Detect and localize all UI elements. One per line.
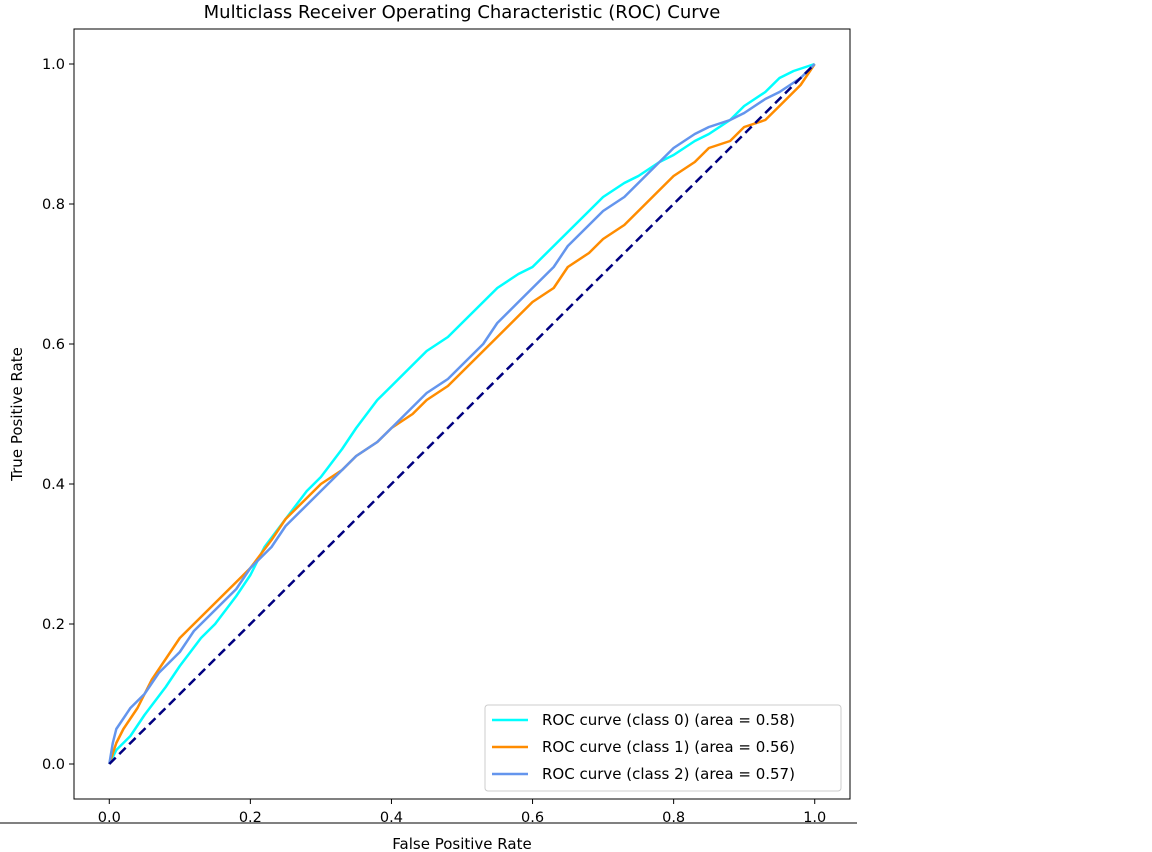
y-axis-label: True Positive Rate [8, 347, 26, 482]
legend-label-class-0: ROC curve (class 0) (area = 0.58) [542, 711, 795, 729]
y-tick-label: 0.8 [42, 197, 65, 213]
x-tick-label: 0.2 [239, 810, 262, 826]
y-tick-label: 0.6 [42, 337, 65, 353]
plot-area: 0.0 0.2 0.4 0.6 0.8 1.0 0.0 0.2 0.4 0.6 0.8 1.0 [42, 28, 851, 826]
roc-line-class-2 [108, 63, 816, 765]
y-tick-label: 0.0 [42, 757, 65, 773]
chart-title: Multiclass Receiver Operating Characteri… [204, 2, 721, 23]
y-axis-ticks: 0.0 0.2 0.4 0.6 0.8 1.0 [42, 57, 74, 773]
roc-line-class-1 [108, 63, 816, 765]
y-tick-label: 0.2 [42, 617, 65, 633]
series-layer [108, 62, 816, 765]
x-tick-label: 0.8 [662, 810, 685, 826]
legend-entries: ROC curve (class 0) (area = 0.58) ROC cur… [492, 711, 795, 783]
x-tick-label: 1.0 [803, 810, 826, 826]
chance-diagonal-line [108, 63, 816, 765]
x-tick-label: 0.4 [380, 810, 403, 826]
roc-line-class-0 [108, 62, 816, 765]
y-tick-label: 0.4 [42, 477, 65, 493]
plot-frame [73, 28, 851, 800]
x-tick-label: 0.6 [521, 810, 544, 826]
x-axis-label: False Positive Rate [392, 835, 531, 852]
x-axis-ticks: 0.0 0.2 0.4 0.6 0.8 1.0 [98, 799, 826, 826]
legend-label-class-1: ROC curve (class 1) (area = 0.56) [542, 738, 795, 756]
legend: ROC curve (class 0) (area = 0.58) ROC cur… [484, 704, 842, 792]
y-tick-label: 1.0 [42, 57, 65, 73]
x-tick-label: 0.0 [98, 810, 121, 826]
legend-label-class-2: ROC curve (class 2) (area = 0.57) [542, 765, 795, 783]
legend-box [484, 704, 842, 792]
